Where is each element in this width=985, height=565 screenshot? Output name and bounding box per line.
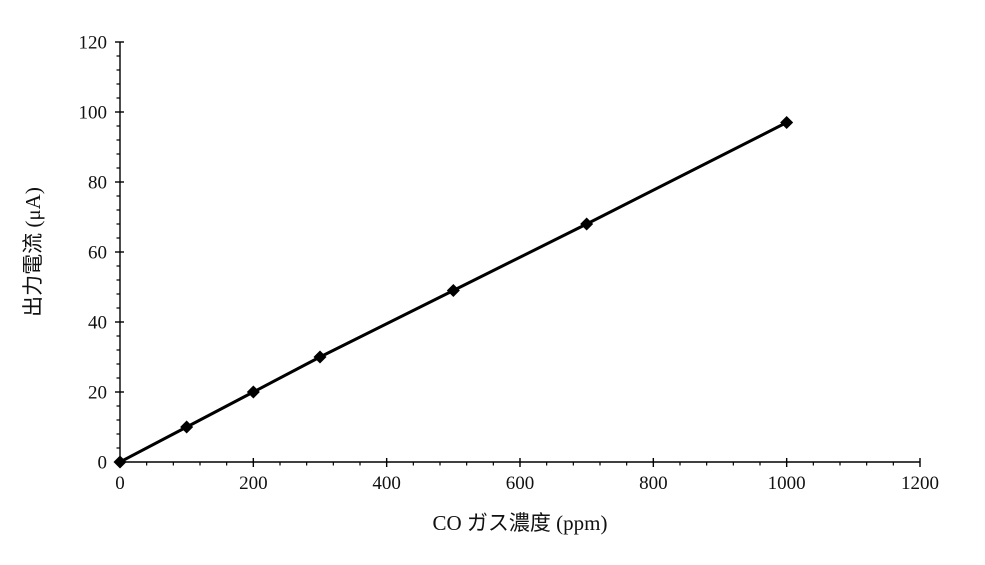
x-tick-label: 0 [115,473,125,494]
data-point-marker [180,420,194,434]
data-point-marker [113,455,127,469]
x-tick-label: 800 [639,473,668,494]
y-tick-label: 40 [88,313,107,334]
x-tick-label: 600 [506,473,535,494]
y-tick-label: 0 [98,453,108,474]
y-tick-label: 120 [79,33,108,54]
x-axis-title: CO ガス濃度 (ppm) [433,511,608,535]
data-point-marker [580,217,594,231]
data-point-marker [446,284,460,297]
data-point-marker [246,385,260,399]
y-tick-label: 20 [88,383,107,404]
x-tick-label: 1000 [768,473,806,494]
data-point-marker [313,350,327,364]
data-series [113,116,794,469]
y-axis: 0 20 40 60 80 100 120 [79,33,124,474]
data-point-marker [780,116,794,129]
x-axis: 0 200 400 600 800 1000 1200 [115,458,939,494]
x-tick-label: 1200 [901,473,939,494]
y-tick-label: 80 [88,173,107,194]
y-tick-label: 100 [79,103,108,124]
x-tick-label: 400 [372,473,401,494]
y-axis-title: 出力電流 (μA) [21,187,45,317]
x-tick-label: 200 [239,473,268,494]
y-tick-label: 60 [88,243,107,264]
